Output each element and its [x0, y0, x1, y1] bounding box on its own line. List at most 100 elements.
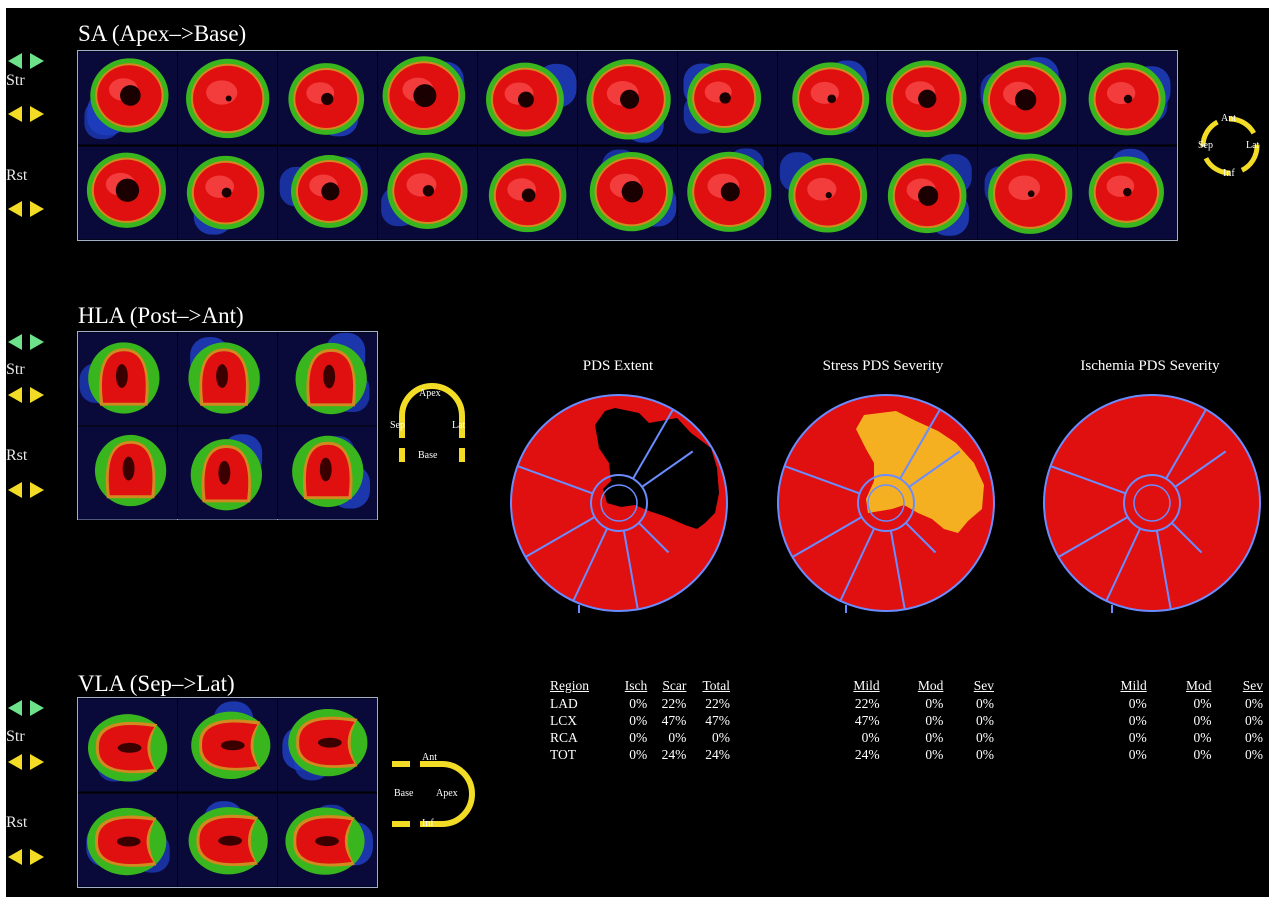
- arrow-right-icon: [30, 387, 44, 403]
- table-cell: 0%: [1128, 695, 1147, 711]
- slice-image[interactable]: [278, 146, 377, 240]
- table-cell: 0%: [629, 746, 648, 762]
- slice-image[interactable]: [278, 793, 377, 887]
- polar-defect-region: [595, 408, 719, 529]
- slice-image[interactable]: [1078, 51, 1177, 145]
- territory-boundary: [517, 465, 594, 495]
- hla-slice-grid[interactable]: [77, 331, 378, 520]
- polar-apex-ring: [600, 484, 638, 522]
- slice-image[interactable]: [478, 51, 577, 145]
- hla-stress-nav-arrows[interactable]: [8, 386, 44, 404]
- column-header: Mod: [917, 678, 944, 693]
- slice-image[interactable]: [878, 146, 977, 240]
- slice-image[interactable]: [578, 51, 677, 145]
- slice-image[interactable]: [678, 51, 777, 145]
- slice-image[interactable]: [78, 698, 177, 792]
- sa-title: SA (Apex–>Base): [78, 21, 247, 46]
- vla-stress-nav-arrows[interactable]: [8, 753, 44, 771]
- polar-map-extent[interactable]: [504, 388, 734, 618]
- slice-image[interactable]: [478, 146, 577, 240]
- table-row: 0% 0% 0%: [1080, 746, 1263, 763]
- table-cell: 47%: [661, 712, 687, 728]
- slice-image[interactable]: [878, 51, 977, 145]
- orientation-right-label: Apex: [436, 788, 458, 799]
- slice-image[interactable]: [1078, 146, 1177, 240]
- table-cell: 0%: [1128, 746, 1147, 762]
- slice-image[interactable]: [178, 332, 277, 426]
- slice-image[interactable]: [978, 146, 1077, 240]
- territory-boundary: [641, 450, 694, 488]
- column-header: Region: [550, 678, 589, 693]
- polar-apex-ring: [1133, 484, 1171, 522]
- table-cell: 0%: [1193, 746, 1212, 762]
- table-cell: 22%: [854, 695, 880, 711]
- slice-image[interactable]: [178, 698, 277, 792]
- polar-inner-ring: [590, 474, 648, 532]
- slice-image[interactable]: [778, 146, 877, 240]
- extent-table: Region Isch Scar Total LAD 0% 22% 22% LC…: [550, 677, 730, 763]
- orientation-right-label: Lat: [452, 420, 466, 431]
- polar-map-stress-severity[interactable]: [771, 388, 1001, 618]
- sa-header-nav-arrows[interactable]: [8, 52, 44, 70]
- table-cell: 47%: [854, 712, 880, 728]
- hla-header-nav-arrows[interactable]: [8, 333, 44, 351]
- territory-boundary: [1165, 408, 1207, 480]
- slice-image[interactable]: [78, 146, 177, 240]
- table-cell: 0%: [925, 712, 944, 728]
- orientation-right-label: Lat: [1246, 140, 1260, 151]
- slice-image[interactable]: [178, 146, 277, 240]
- slice-image[interactable]: [978, 51, 1077, 145]
- arrow-left-icon: [8, 482, 22, 498]
- slice-image[interactable]: [378, 51, 477, 145]
- slice-image[interactable]: [378, 146, 477, 240]
- territory-boundary: [524, 516, 596, 558]
- table-cell: 0%: [1193, 729, 1212, 745]
- territory-boundary: [784, 465, 861, 495]
- slice-image[interactable]: [278, 698, 377, 792]
- slice-image[interactable]: [778, 51, 877, 145]
- orientation-left-label: Sep: [1198, 140, 1213, 151]
- orientation-bottom-label: Inf: [1223, 168, 1235, 179]
- vla-rest-nav-arrows[interactable]: [8, 848, 44, 866]
- vla-header-nav-arrows[interactable]: [8, 699, 44, 717]
- slice-image[interactable]: [678, 146, 777, 240]
- territory-boundary: [1057, 516, 1129, 558]
- arrow-right-icon: [30, 700, 44, 716]
- vla-slice-grid[interactable]: [77, 697, 378, 888]
- column-header: Sev: [973, 678, 994, 693]
- slice-image[interactable]: [278, 51, 377, 145]
- slice-image[interactable]: [78, 332, 177, 426]
- table-cell: 0%: [1245, 712, 1263, 728]
- sa-rest-nav-arrows[interactable]: [8, 200, 44, 218]
- arrow-left-icon: [8, 754, 22, 770]
- sa-stress-nav-arrows[interactable]: [8, 105, 44, 123]
- arrow-right-icon: [30, 201, 44, 217]
- table-cell: 0%: [925, 746, 944, 762]
- polar-map-ischemia-severity[interactable]: [1037, 388, 1267, 618]
- slice-image[interactable]: [78, 51, 177, 145]
- table-cell: 0%: [861, 729, 880, 745]
- table-row: 47% 0% 0%: [814, 712, 994, 729]
- territory-boundary: [638, 522, 670, 554]
- table-row: 0% 0% 0%: [1080, 695, 1263, 712]
- territory-boundary: [889, 530, 906, 610]
- column-header: Isch: [624, 678, 648, 693]
- slice-image[interactable]: [78, 793, 177, 887]
- sa-slice-grid[interactable]: [77, 50, 1178, 241]
- table-header-row: Mild Mod Sev: [814, 677, 994, 695]
- slice-image[interactable]: [178, 793, 277, 887]
- vla-orientation-guide: Ant Base Apex Inf: [390, 752, 482, 836]
- hla-rest-nav-arrows[interactable]: [8, 481, 44, 499]
- slice-image[interactable]: [578, 146, 677, 240]
- table-row: 22% 0% 0%: [814, 695, 994, 712]
- sa-row-label-rest: Rst: [6, 167, 28, 184]
- table-cell: 0%: [976, 746, 994, 762]
- polar-defect-region: [856, 411, 984, 533]
- slice-image[interactable]: [78, 426, 177, 520]
- slice-image[interactable]: [278, 332, 377, 426]
- table-cell: 24%: [854, 746, 880, 762]
- slice-image[interactable]: [178, 426, 277, 520]
- column-header: Scar: [662, 678, 687, 693]
- slice-image[interactable]: [178, 51, 277, 145]
- slice-image[interactable]: [278, 426, 377, 520]
